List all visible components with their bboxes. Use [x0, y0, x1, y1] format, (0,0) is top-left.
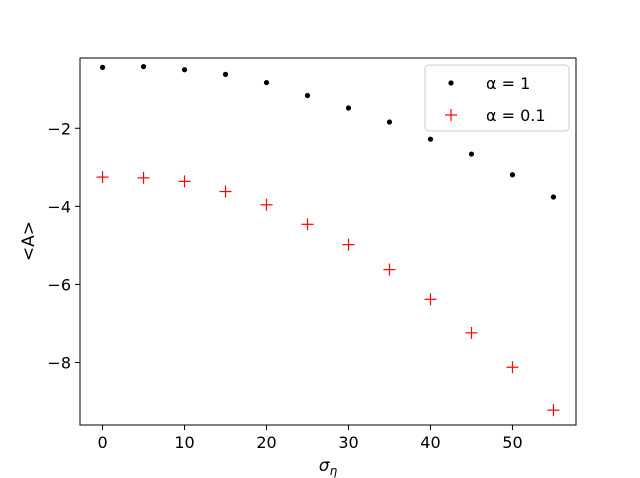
legend-label-alpha-1: α = 1	[486, 74, 530, 93]
x-axis-label-main: σ	[319, 456, 331, 476]
data-point-alpha-1	[222, 71, 229, 77]
data-point-alpha-1	[304, 92, 311, 99]
data-point-alpha-0-1	[219, 185, 232, 198]
x-tick-label: 0	[97, 433, 107, 452]
legend-label-alpha-0-1: α = 0.1	[486, 106, 546, 125]
legend-marker-alpha-0-1	[445, 109, 457, 121]
data-point-alpha-1	[345, 105, 352, 111]
data-point-alpha-1	[468, 151, 475, 157]
data-point-alpha-0-1	[465, 326, 478, 339]
data-point-alpha-1	[263, 79, 270, 86]
y-tick-label: −4	[47, 197, 71, 216]
data-point-alpha-0-1	[342, 238, 355, 251]
y-tick-label: −6	[47, 275, 71, 294]
x-tick-label: 50	[502, 433, 522, 452]
data-point-alpha-1	[386, 119, 393, 125]
data-point-alpha-0-1	[178, 175, 191, 188]
legend: α = 1 α = 0.1	[424, 64, 570, 132]
y-tick-label: −8	[47, 354, 71, 373]
data-point-alpha-1	[99, 64, 106, 70]
data-point-alpha-0-1	[301, 218, 314, 231]
data-point-alpha-0-1	[383, 263, 396, 276]
data-point-alpha-0-1	[96, 171, 109, 184]
data-point-alpha-1	[509, 172, 516, 178]
data-point-alpha-0-1	[547, 404, 560, 417]
legend-marker-alpha-1	[448, 80, 454, 86]
legend-box	[424, 64, 570, 132]
x-tick-label: 40	[420, 433, 440, 452]
x-tick-label: 10	[174, 433, 194, 452]
data-point-alpha-1	[181, 67, 188, 73]
data-point-alpha-0-1	[506, 361, 519, 374]
data-point-alpha-0-1	[260, 198, 273, 211]
data-point-alpha-1	[427, 136, 434, 142]
y-tick-label: −2	[47, 119, 71, 138]
data-point-alpha-0-1	[137, 171, 150, 184]
y-axis-label: <A>	[19, 221, 39, 261]
data-point-alpha-1	[550, 194, 557, 200]
y-axis: −2 −4 −6 −8	[47, 119, 80, 373]
data-marks	[96, 63, 560, 417]
x-axis: 0 10 20 30 40 50	[97, 425, 523, 452]
plot-frame	[79, 57, 577, 426]
x-tick-label: 30	[338, 433, 358, 452]
x-axis-label: ση	[319, 456, 338, 478]
data-point-alpha-1	[140, 63, 147, 70]
data-point-alpha-0-1	[424, 293, 437, 306]
x-tick-label: 20	[256, 433, 276, 452]
x-axis-label-subscript: η	[330, 464, 338, 478]
